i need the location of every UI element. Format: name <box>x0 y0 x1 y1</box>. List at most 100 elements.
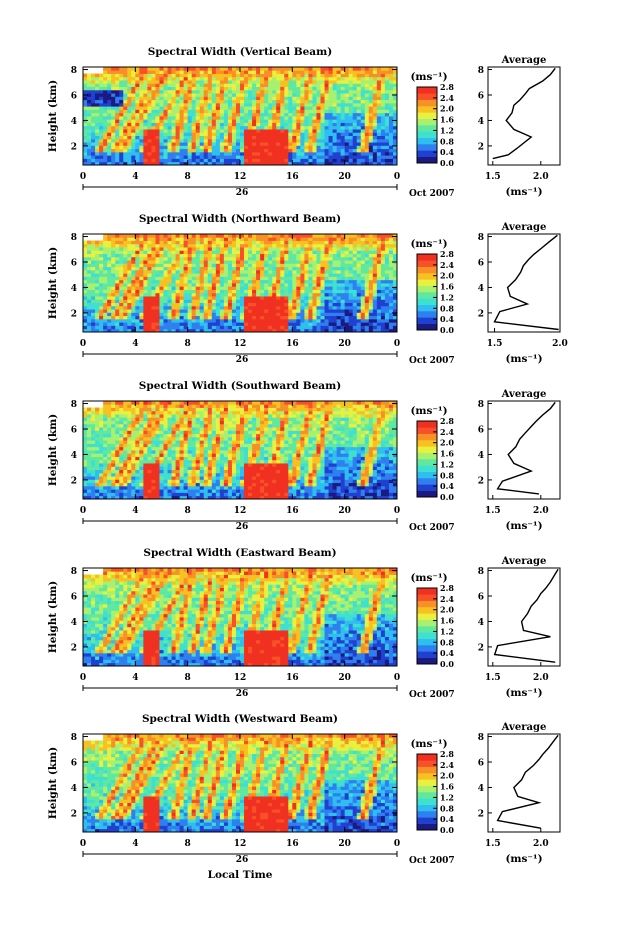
heatmap-cell <box>187 305 193 310</box>
heatmap-cell <box>384 158 390 163</box>
heatmap-cell <box>336 266 342 271</box>
heatmap-cell <box>199 240 205 245</box>
heatmap-cell <box>175 116 181 120</box>
heatmap-cell <box>231 116 237 120</box>
heatmap-cell <box>268 125 273 130</box>
heatmap-cell <box>115 135 120 140</box>
heatmap-cell <box>135 253 140 258</box>
heatmap-cell <box>244 102 249 107</box>
heatmap-cell <box>211 273 217 277</box>
heatmap-cell <box>380 328 386 333</box>
heatmap-cell <box>256 263 261 268</box>
heatmap-cell <box>179 151 185 156</box>
heatmap-cell <box>352 73 358 78</box>
heatmap-cell <box>159 247 164 251</box>
heatmap-cell <box>83 492 88 497</box>
heatmap-cell <box>115 318 120 323</box>
heatmap-cell <box>248 283 253 287</box>
heatmap-cell <box>264 89 269 94</box>
heatmap-cell <box>87 289 92 294</box>
heatmap-cell <box>264 138 269 143</box>
heatmap-cell <box>248 322 253 326</box>
heatmap-cell <box>91 96 96 101</box>
heatmap-cell <box>352 250 358 254</box>
heatmap-cell <box>388 240 394 245</box>
heatmap-cell <box>292 325 297 330</box>
heatmap-cell <box>300 76 305 81</box>
heatmap-cell <box>223 135 229 140</box>
heatmap-cell <box>143 286 148 290</box>
heatmap-cell <box>151 76 156 81</box>
heatmap-cell <box>292 158 297 163</box>
heatmap-cell <box>324 142 329 146</box>
heatmap-cell <box>151 286 156 290</box>
heatmap-cell <box>135 106 140 110</box>
heatmap-cell <box>107 106 112 110</box>
heatmap-cell <box>135 158 140 163</box>
heatmap-cell <box>175 247 181 251</box>
heatmap-cell <box>260 234 265 238</box>
heatmap-cell <box>123 234 128 238</box>
heatmap-cell <box>388 112 394 117</box>
heatmap-cell <box>372 269 378 274</box>
heatmap-cell <box>211 276 217 281</box>
heatmap-cell <box>340 253 346 258</box>
heatmap-cell <box>280 299 285 303</box>
heatmap-cell <box>119 109 124 114</box>
heatmap-cell <box>135 138 140 143</box>
heatmap-cell <box>380 70 386 74</box>
heatmap-cell <box>163 266 168 271</box>
heatmap-cell <box>99 142 104 146</box>
heatmap-cell <box>187 158 193 163</box>
heatmap-cell <box>252 70 257 74</box>
heatmap-cell <box>215 273 221 277</box>
heatmap-cell <box>83 450 88 454</box>
heatmap-cell <box>304 151 309 156</box>
heatmap-cell <box>296 112 301 117</box>
heatmap-cell <box>304 260 309 264</box>
heatmap-cell <box>115 312 120 317</box>
heatmap-cell <box>304 70 309 74</box>
heatmap-cell <box>284 89 289 94</box>
heatmap-cell <box>179 70 185 74</box>
heatmap-cell <box>300 125 305 130</box>
heatmap-cell <box>260 102 265 107</box>
heatmap-cell <box>312 116 317 120</box>
heatmap-cell <box>179 67 185 71</box>
heatmap-cell <box>155 70 160 74</box>
heatmap-cell <box>356 292 362 297</box>
heatmap-cell <box>256 106 261 110</box>
heatmap-cell <box>107 89 112 94</box>
heatmap-cell <box>308 322 313 326</box>
heatmap-cell <box>324 116 329 120</box>
heatmap-cell <box>231 125 237 130</box>
heatmap-cell <box>139 142 144 146</box>
heatmap-cell <box>155 96 160 101</box>
heatmap-cell <box>252 279 257 284</box>
heatmap-cell <box>352 135 358 140</box>
heatmap-cell <box>348 148 354 153</box>
heatmap-cell <box>107 109 112 114</box>
heatmap-cell <box>356 73 362 78</box>
heatmap-cell <box>179 122 185 127</box>
heatmap-cell <box>264 109 269 114</box>
heatmap-cell <box>384 234 390 238</box>
heatmap-cell <box>360 142 366 146</box>
heatmap-cell <box>123 276 128 281</box>
heatmap-cell <box>312 328 317 333</box>
heatmap-cell <box>127 148 132 153</box>
heatmap-cell <box>252 276 257 281</box>
heatmap-cell <box>300 273 305 277</box>
heatmap-cell <box>91 247 96 251</box>
heatmap-cell <box>328 158 333 163</box>
heatmap-cell <box>111 256 116 261</box>
heatmap-cell <box>292 99 297 104</box>
heatmap-cell <box>352 119 358 123</box>
heatmap-cell <box>87 453 92 457</box>
heatmap-cell <box>191 70 197 74</box>
heatmap-cell <box>340 116 346 120</box>
heatmap-cell <box>195 122 201 127</box>
heatmap-cell <box>131 93 136 97</box>
heatmap-cell <box>163 116 168 120</box>
heatmap-cell <box>159 119 164 123</box>
